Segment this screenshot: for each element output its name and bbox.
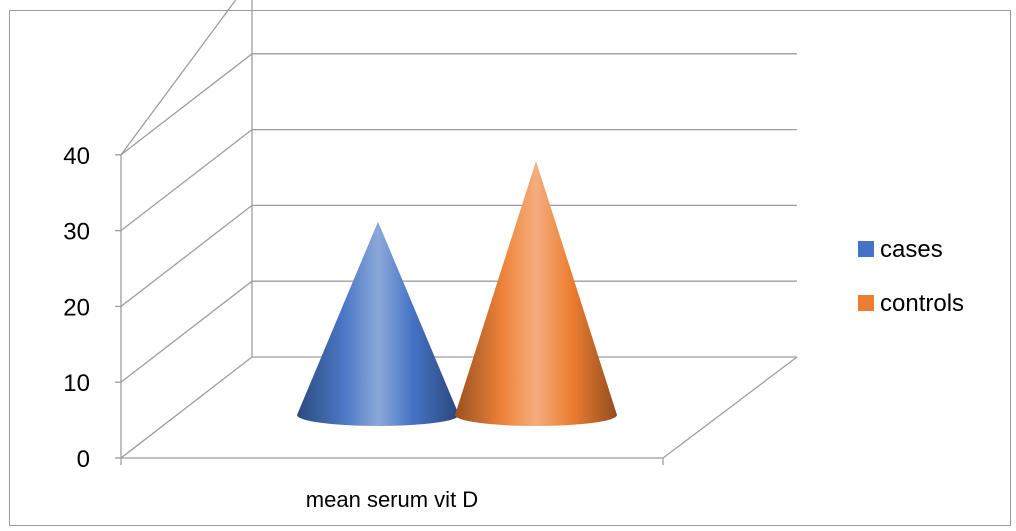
cone-controls xyxy=(455,161,617,426)
gridline-side xyxy=(120,53,253,156)
x-category-label: mean serum vit D xyxy=(306,487,478,512)
legend-swatch-cases xyxy=(858,241,874,257)
y-axis: 0 10 20 30 40 xyxy=(63,143,90,473)
floor-right-edge xyxy=(662,356,798,459)
cone-cases xyxy=(297,221,459,426)
gridline-side-top xyxy=(120,0,237,156)
cones xyxy=(297,161,617,426)
gridline-side xyxy=(120,129,253,232)
legend-label-controls: controls xyxy=(880,290,964,317)
y-tick-label: 30 xyxy=(63,219,90,246)
gridline-side xyxy=(120,204,253,307)
legend: cases controls xyxy=(858,236,964,317)
gridline-side xyxy=(120,356,253,459)
y-tick-label: 40 xyxy=(63,143,90,170)
legend-label-cases: cases xyxy=(880,236,943,263)
y-tick-label: 0 xyxy=(77,446,90,473)
y-tick-label: 20 xyxy=(63,294,90,321)
legend-swatch-controls xyxy=(858,295,874,311)
y-tick-label: 10 xyxy=(63,370,90,397)
gridline-side xyxy=(120,280,253,383)
